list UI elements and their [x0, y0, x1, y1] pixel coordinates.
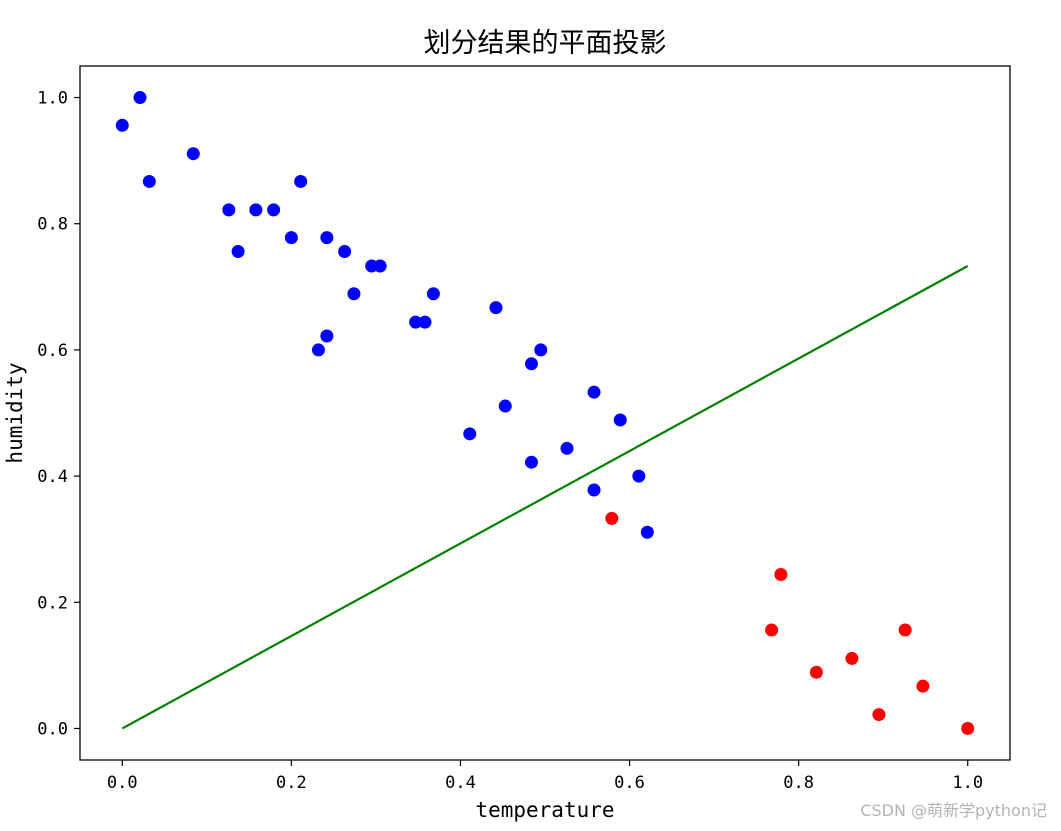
scatter-point: [133, 91, 147, 105]
scatter-point: [222, 203, 236, 217]
y-tick-label: 0.0: [37, 719, 68, 739]
scatter-point: [347, 287, 361, 301]
scatter-point: [498, 399, 512, 413]
scatter-point: [249, 203, 263, 217]
scatter-point: [587, 483, 601, 497]
scatter-point: [231, 244, 245, 258]
scatter-point: [809, 665, 823, 679]
scatter-point: [640, 525, 654, 539]
scatter-point: [587, 385, 601, 399]
y-axis-label: humidity: [3, 362, 27, 463]
scatter-point: [115, 118, 129, 132]
scatter-point: [898, 623, 912, 637]
y-axis-ticks: 0.0 0.2 0.4 0.6 0.8 1.0: [37, 89, 80, 739]
plot-area: [115, 91, 975, 735]
separator-line: [121, 265, 969, 730]
scatter-point: [267, 203, 281, 217]
scatter-point: [632, 469, 646, 483]
scatter-point: [613, 413, 627, 427]
y-tick-label: 1.0: [37, 89, 68, 109]
plot-frame: [79, 65, 1011, 761]
scatter-point: [845, 651, 859, 665]
x-tick-label: 0.2: [276, 773, 307, 793]
scatter-point: [524, 455, 538, 469]
scatter-point: [284, 231, 298, 245]
scatter-point: [418, 315, 432, 329]
scatter-point: [142, 174, 156, 188]
x-tick-label: 0.0: [107, 773, 138, 793]
x-tick-label: 1.0: [952, 773, 983, 793]
x-axis-ticks: 0.0 0.2 0.4 0.6 0.8 1.0: [107, 760, 983, 793]
y-tick-label: 0.4: [37, 467, 68, 487]
scatter-point: [774, 568, 788, 582]
watermark: CSDN @萌新学python记: [860, 801, 1047, 820]
y-tick-label: 0.6: [37, 341, 68, 361]
scatter-point: [872, 708, 886, 722]
x-axis-label: temperature: [475, 798, 614, 822]
scatter-point: [463, 427, 477, 441]
scatter-point: [605, 511, 619, 525]
x-tick-label: 0.6: [614, 773, 645, 793]
scatter-point: [765, 623, 779, 637]
scatter-point: [409, 315, 423, 329]
x-tick-label: 0.8: [783, 773, 814, 793]
scatter-point: [311, 343, 325, 357]
scatter-point: [426, 287, 440, 301]
chart-title: 划分结果的平面投影: [424, 28, 667, 59]
scatter-point: [320, 231, 334, 245]
scatter-point: [524, 357, 538, 371]
scatter-point: [320, 329, 334, 343]
y-tick-label: 0.2: [37, 593, 68, 613]
scatter-point: [534, 343, 548, 357]
scatter-point: [338, 244, 352, 258]
scatter-point: [186, 147, 200, 161]
scatter-point: [294, 174, 308, 188]
y-tick-label: 0.8: [37, 215, 68, 235]
scatter-point: [961, 721, 975, 735]
scatter-point: [373, 259, 387, 273]
scatter-point: [560, 441, 574, 455]
scatter-point: [489, 301, 503, 315]
x-tick-label: 0.4: [445, 773, 476, 793]
scatter-point: [916, 679, 930, 693]
